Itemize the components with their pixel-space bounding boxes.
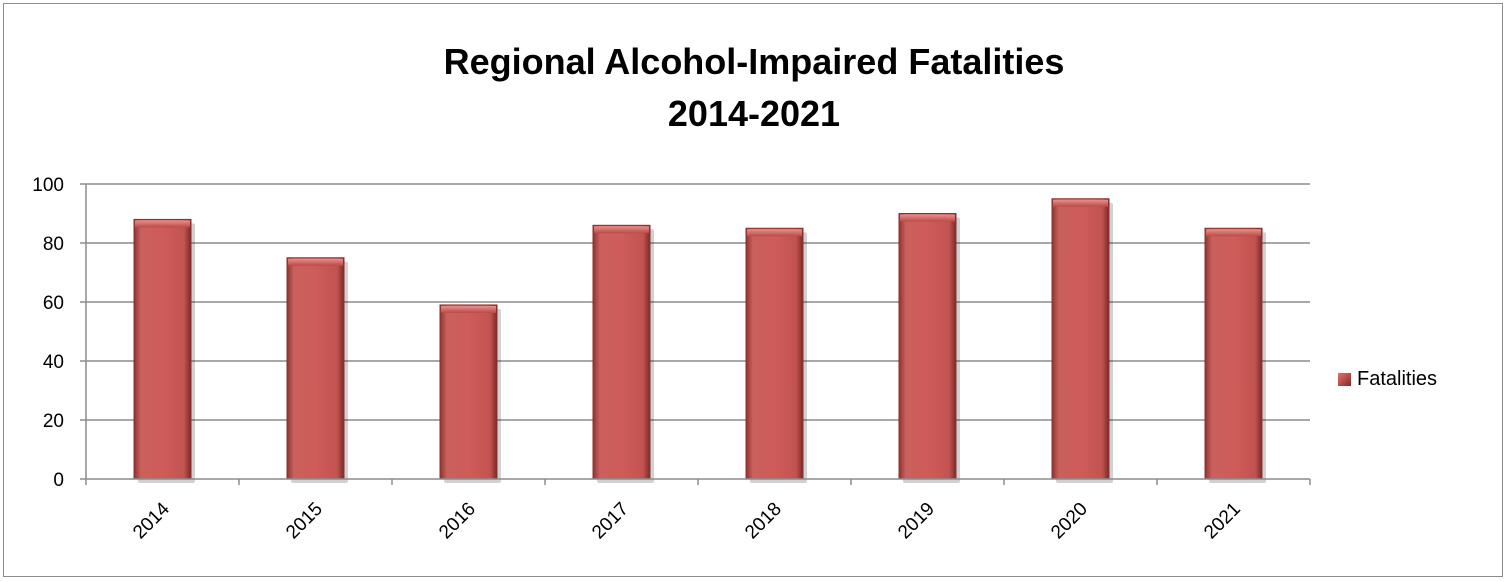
bar-2018	[745, 227, 807, 483]
y-tick-label: 60	[43, 293, 64, 314]
legend-label: Fatalities	[1357, 368, 1438, 390]
x-tick-label: 2020	[1047, 499, 1092, 544]
bar-cap	[594, 226, 649, 234]
bar-cap	[747, 229, 802, 237]
bar-body	[286, 257, 345, 480]
bar-body	[1051, 198, 1110, 480]
bar-body	[439, 304, 498, 480]
bar-2014	[133, 218, 195, 483]
bar-cap	[1206, 229, 1261, 237]
bar-body	[133, 218, 192, 480]
x-tick-label: 2021	[1200, 499, 1245, 544]
y-tick-label: 40	[43, 352, 64, 373]
bar-2020	[1051, 198, 1113, 483]
bar-body	[745, 227, 804, 480]
x-tick-label: 2015	[282, 499, 327, 544]
x-tick-label: 2017	[588, 499, 633, 544]
bar-2016	[439, 304, 501, 483]
chart-title-line1: Regional Alcohol-Impaired Fatalities	[443, 41, 1065, 82]
x-tick-label: 2016	[435, 499, 480, 544]
bar-cap	[900, 214, 955, 222]
y-tick-label: 80	[43, 234, 64, 255]
y-tick-label: 20	[43, 411, 64, 432]
bar-cap	[135, 220, 190, 228]
bar-2017	[592, 224, 654, 483]
x-tick-label: 2014	[129, 498, 174, 543]
y-tick-label: 100	[32, 175, 64, 196]
bar-cap	[288, 258, 343, 266]
bar-body	[1204, 227, 1263, 480]
x-tick-label: 2018	[741, 499, 786, 544]
bar-2019	[898, 213, 960, 483]
bar-2021	[1204, 227, 1266, 483]
x-tick-label: 2019	[894, 499, 939, 544]
chart-legend: Fatalities	[1338, 368, 1437, 391]
legend-swatch	[1338, 373, 1351, 386]
bar-body	[898, 213, 957, 480]
y-tick-label: 0	[53, 470, 64, 491]
bar-body	[592, 224, 651, 480]
chart-title-line2: 2014-2021	[667, 93, 841, 134]
chart-title: Regional Alcohol-Impaired Fatalities 201…	[0, 36, 1508, 140]
bar-2015	[286, 257, 348, 483]
bar-cap	[441, 305, 496, 313]
bar-cap	[1053, 199, 1108, 207]
